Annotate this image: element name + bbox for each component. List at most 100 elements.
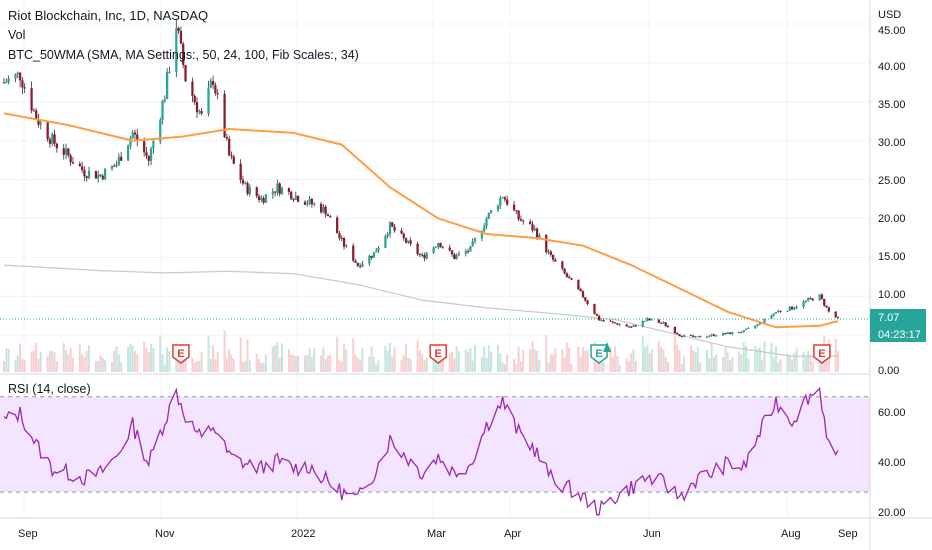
volume-bar — [614, 346, 617, 372]
price-axis[interactable]: USD 45.00 40.00 35.00 30.00 25.00 20.00 … — [870, 9, 926, 377]
volume-bar — [104, 359, 107, 372]
price-tick: 25.00 — [878, 175, 906, 187]
symbol-title[interactable]: Riot Blockchain, Inc, 1D, NASDAQ — [8, 8, 209, 23]
candle-body — [724, 333, 727, 335]
candle-body — [708, 335, 711, 337]
candle-body — [519, 219, 523, 221]
candle-body — [274, 191, 277, 193]
candle-body — [823, 298, 826, 306]
volume-bar — [811, 361, 814, 372]
volume-bar — [117, 354, 120, 372]
volume-bar — [726, 352, 729, 372]
volume-bar — [455, 346, 458, 372]
candle-body — [616, 323, 619, 325]
candle-body — [439, 243, 442, 248]
volume-bar — [499, 353, 502, 372]
volume-legend[interactable]: Vol — [8, 28, 26, 42]
volume-bar — [483, 346, 486, 372]
volume-bar — [32, 350, 35, 372]
volume-bar — [519, 361, 522, 372]
volume-bar — [329, 354, 332, 372]
candle-body — [149, 148, 153, 161]
candle-body — [676, 333, 679, 335]
rsi-legend[interactable]: RSI (14, close) — [8, 382, 91, 396]
volume-bar — [386, 350, 389, 372]
candle-body — [177, 28, 180, 31]
candle-body — [552, 254, 555, 260]
volume-bar — [779, 359, 782, 372]
volume-bar — [480, 357, 483, 372]
volume-bar — [255, 353, 258, 372]
candle-body — [159, 119, 162, 142]
volume-bar — [791, 359, 794, 372]
volume-bar — [434, 355, 437, 372]
candle-body — [147, 155, 150, 161]
volume-bar — [630, 353, 633, 372]
candle-body — [216, 93, 219, 95]
candle-body — [48, 139, 52, 144]
volume-bar — [570, 363, 573, 372]
candle-body — [103, 168, 107, 180]
candle-body — [515, 210, 518, 212]
volume-bar — [418, 350, 421, 372]
volume-bar — [336, 336, 339, 372]
candle-body — [129, 138, 132, 147]
candle-body — [255, 187, 258, 197]
candle-body — [659, 322, 663, 324]
candle-body — [744, 328, 748, 331]
candle-body — [593, 303, 596, 314]
candle-body — [290, 191, 293, 200]
candle-body — [464, 251, 467, 254]
candle-body — [402, 233, 405, 239]
candle-body — [99, 174, 102, 176]
volume-bars — [3, 330, 839, 372]
candle-body — [820, 294, 824, 299]
volume-bar — [338, 360, 341, 372]
candle-body — [5, 82, 8, 84]
candle-body — [375, 251, 378, 253]
volume-bar — [699, 362, 702, 372]
price-tick: 15.00 — [878, 251, 906, 263]
volume-bar — [515, 364, 518, 372]
volume-bar — [738, 351, 741, 372]
candle-body — [535, 228, 539, 238]
candle-body — [354, 260, 357, 263]
earnings-label: E — [595, 348, 602, 360]
indicator-legend[interactable]: BTC_50WMA (SMA, MA Settings:, 50, 24, 10… — [8, 48, 359, 62]
candle-body — [529, 221, 532, 225]
candle-body — [533, 228, 536, 231]
candle-body — [657, 319, 660, 323]
earnings-label: E — [177, 348, 184, 360]
volume-bar — [469, 348, 472, 372]
candle-body — [120, 156, 123, 161]
candle-body — [611, 321, 614, 323]
volume-bar — [609, 346, 612, 372]
rsi-axis[interactable]: 60.00 40.00 20.00 — [878, 407, 906, 519]
volume-bar — [198, 360, 201, 372]
rsi-band-fill — [0, 396, 870, 493]
candle-body — [292, 199, 295, 201]
earnings-label: E — [818, 348, 825, 360]
candle-body — [432, 247, 435, 254]
time-axis[interactable]: Sep Nov 2022 Mar Apr Jun Aug Sep — [18, 528, 858, 540]
volume-bar — [485, 358, 488, 372]
volume-bar — [584, 350, 587, 372]
candle-body — [184, 65, 187, 82]
candle-body — [512, 204, 516, 211]
volume-bar — [214, 359, 217, 372]
candle-body — [87, 170, 91, 179]
candle-body — [726, 332, 729, 334]
volume-bar — [545, 335, 548, 372]
volume-bar — [793, 353, 796, 372]
candle-body — [53, 134, 56, 144]
candle-body — [32, 110, 36, 112]
candle-body — [280, 188, 284, 194]
candle-body — [565, 273, 569, 277]
rsi-pane[interactable] — [0, 386, 870, 516]
volume-bar — [166, 347, 169, 372]
candle-body — [69, 155, 72, 163]
candle-body — [489, 210, 493, 213]
